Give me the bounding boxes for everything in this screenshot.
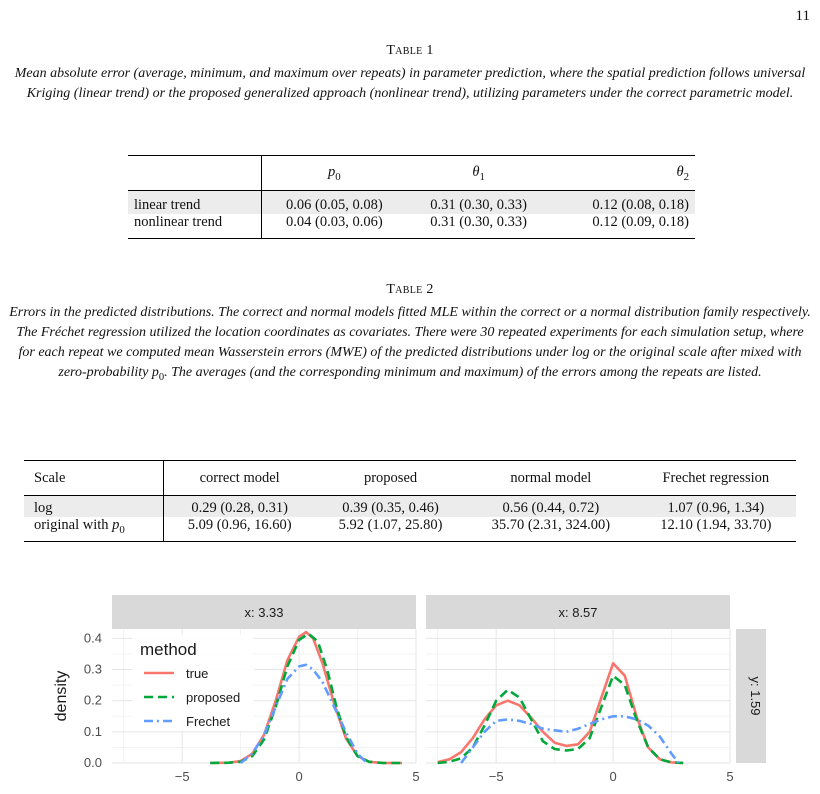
y-tick-label: 0.2 <box>84 693 102 708</box>
y-tick-label: 0.0 <box>84 755 102 770</box>
table2-cell: 35.70 (2.31, 324.00) <box>491 517 611 533</box>
panel-strip <box>426 595 730 629</box>
legend-entry: proposed <box>186 690 240 705</box>
table1-header-cell <box>128 155 263 191</box>
page-number: 11 <box>795 8 810 24</box>
table1-caption: Mean absolute error (average, minimum, a… <box>14 66 806 101</box>
table1-cell: 0.12 (0.08, 0.18) <box>592 197 689 213</box>
table-row: original with p0 5.09 (0.96, 16.60) 5.92… <box>24 517 796 541</box>
table2-header-row: Scale correct model proposed normal mode… <box>24 460 796 496</box>
table2-cell: 0.39 (0.35, 0.46) <box>342 500 439 516</box>
table2-cell: 5.92 (1.07, 25.80) <box>338 517 443 533</box>
table2-header-cell: normal model <box>510 469 592 486</box>
series-line-true <box>437 662 684 765</box>
y-tick-label: 0.4 <box>84 630 102 645</box>
table1: p0 θ1 θ2 linear trend 0.06 (0.05, 0.08) … <box>128 155 695 239</box>
x-tick-label: 5 <box>726 769 733 784</box>
table2-cell: 0.56 (0.44, 0.72) <box>502 500 600 516</box>
panel-strip-label: x: 3.33 <box>244 605 283 620</box>
table1-row-label: linear trend <box>128 190 263 214</box>
table1-cell: 0.31 (0.30, 0.33) <box>430 214 527 230</box>
table2-label: Table 2 <box>386 282 434 297</box>
table2-row-label: log <box>24 495 165 517</box>
table2-cell: 12.10 (1.94, 33.70) <box>660 517 772 533</box>
table1-cell: 0.12 (0.09, 0.18) <box>592 214 689 230</box>
density-figure: x: 3.33 −5 0 5 x: 8.57 −5 0 5 0.0 0.1 0.2 0.3 0.4 den… <box>44 595 774 789</box>
x-tick-label: −5 <box>489 769 504 784</box>
y-tick-label: 0.1 <box>84 724 102 739</box>
table2-cell: 0.29 (0.28, 0.31) <box>191 500 288 516</box>
table2-caption: Errors in the predicted distributions. T… <box>9 305 811 383</box>
table1-cell: 0.04 (0.03, 0.06) <box>285 214 383 230</box>
legend-entry: Frechet <box>186 714 230 729</box>
x-tick-label: −5 <box>175 769 190 784</box>
table2-header-cell: proposed <box>363 469 418 486</box>
table1-header-cell: θ2 <box>676 163 689 183</box>
legend-title: method <box>140 640 197 659</box>
x-tick-label: 0 <box>609 769 616 784</box>
x-tick-label: 0 <box>295 769 302 784</box>
table-row: log 0.29 (0.28, 0.31) 0.39 (0.35, 0.46) … <box>24 495 796 517</box>
table1-header-cell: θ1 <box>472 163 485 183</box>
row-strip-label: y: 1.59 <box>748 676 763 715</box>
table2-header-cell: correct model <box>199 469 280 486</box>
table1-header-row: p0 θ1 θ2 <box>128 155 695 191</box>
table2: Scale correct model proposed normal mode… <box>24 460 796 542</box>
panel-strip-label: x: 8.57 <box>558 605 597 620</box>
legend-entry: true <box>186 666 208 681</box>
table-row: linear trend 0.06 (0.05, 0.08) 0.31 (0.3… <box>128 190 695 214</box>
density-chart-svg: x: 3.33 −5 0 5 x: 8.57 −5 0 5 0.0 0.1 0.2 0.3 0.4 den… <box>53 595 766 784</box>
table-row: nonlinear trend 0.04 (0.03, 0.06) 0.31 (… <box>128 214 695 238</box>
series-line-frechet <box>460 715 680 764</box>
table1-label: Table 1 <box>386 43 434 58</box>
row-strip <box>736 629 766 763</box>
table2-cell: 5.09 (0.96, 16.60) <box>187 517 292 533</box>
x-tick-label: 5 <box>412 769 419 784</box>
table1-header-cell: p0 <box>327 163 341 183</box>
y-axis-label: density <box>53 671 70 722</box>
series-line-frechet <box>239 663 368 765</box>
table2-header-cell: Frechet regression <box>662 469 770 486</box>
table1-row-label: nonlinear trend <box>128 214 263 238</box>
table2-cell: 1.07 (0.96, 1.34) <box>667 500 765 516</box>
table2-header-cell: Scale <box>24 460 165 496</box>
panel-strip <box>112 595 416 629</box>
legend-box <box>132 635 254 731</box>
table1-cell: 0.06 (0.05, 0.08) <box>285 197 383 213</box>
series-line-proposed <box>437 674 684 765</box>
table2-row-label: original with p0 <box>24 517 165 541</box>
y-tick-label: 0.3 <box>84 662 102 677</box>
table1-cell: 0.31 (0.30, 0.33) <box>430 197 527 213</box>
